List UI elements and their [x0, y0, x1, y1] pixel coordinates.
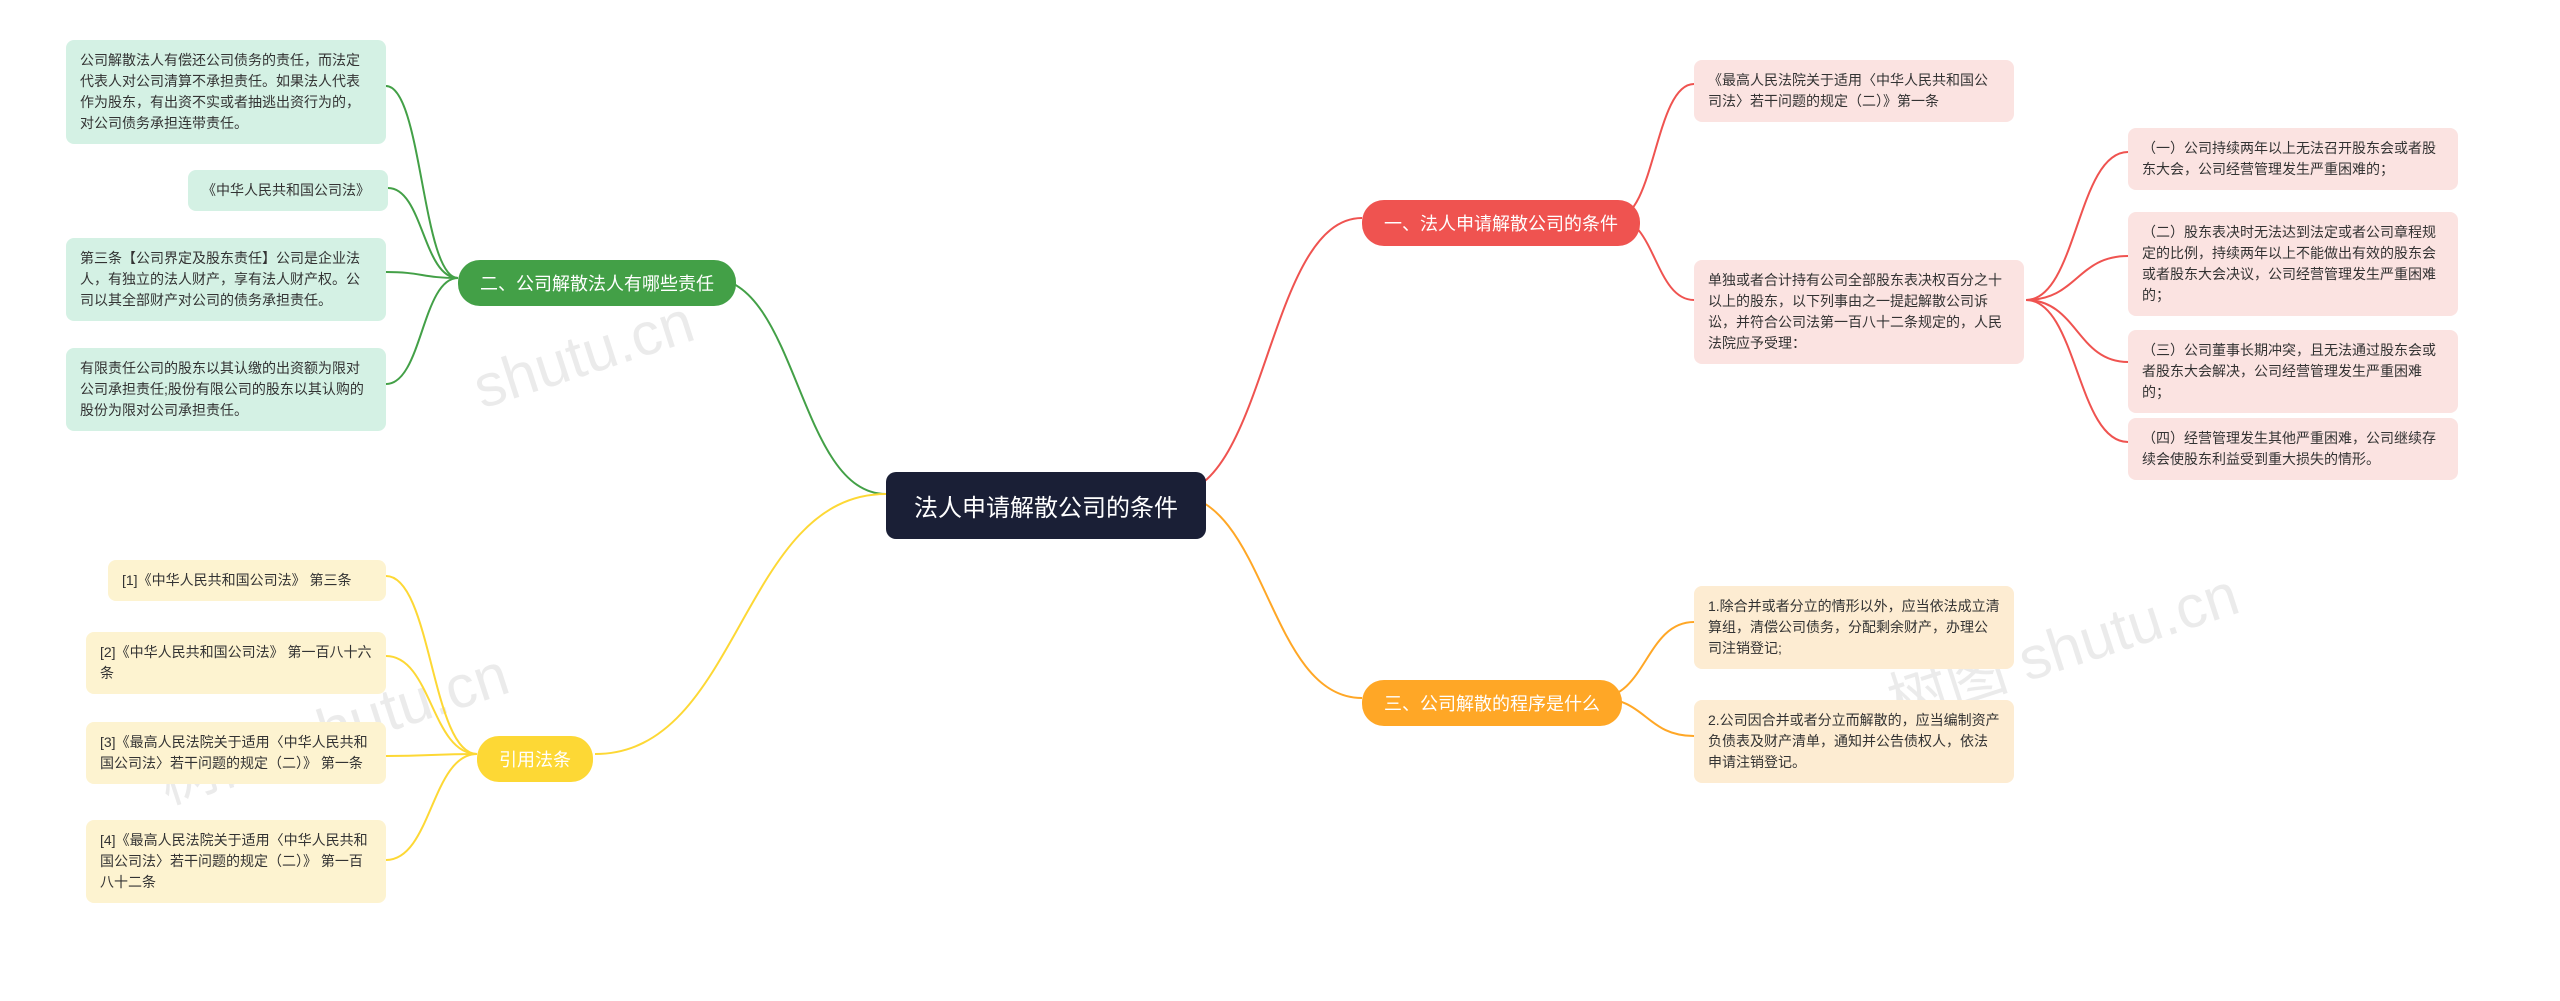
- leaf-node[interactable]: （一）公司持续两年以上无法召开股东会或者股东大会，公司经营管理发生严重困难的；: [2128, 128, 2458, 190]
- leaf-node[interactable]: 《中华人民共和国公司法》: [188, 170, 388, 211]
- leaf-node[interactable]: 《最高人民法院关于适用〈中华人民共和国公司法〉若干问题的规定（二）》第一条: [1694, 60, 2014, 122]
- leaf-node[interactable]: 公司解散法人有偿还公司债务的责任，而法定代表人对公司清算不承担责任。如果法人代表…: [66, 40, 386, 144]
- leaf-node[interactable]: 第三条【公司界定及股东责任】公司是企业法人，有独立的法人财产，享有法人财产权。公…: [66, 238, 386, 321]
- leaf-node[interactable]: [3]《最高人民法院关于适用〈中华人民共和国公司法〉若干问题的规定（二）》 第一…: [86, 722, 386, 784]
- branch-conditions[interactable]: 一、法人申请解散公司的条件: [1362, 200, 1640, 246]
- branch-citations[interactable]: 引用法条: [477, 736, 593, 782]
- leaf-node[interactable]: 2.公司因合并或者分立而解散的，应当编制资产负债表及财产清单，通知并公告债权人，…: [1694, 700, 2014, 783]
- leaf-node[interactable]: [2]《中华人民共和国公司法》 第一百八十六条: [86, 632, 386, 694]
- leaf-node[interactable]: （三）公司董事长期冲突，且无法通过股东会或者股东大会解决，公司经营管理发生严重困…: [2128, 330, 2458, 413]
- leaf-node[interactable]: 1.除合并或者分立的情形以外，应当依法成立清算组，清偿公司债务，分配剩余财产，办…: [1694, 586, 2014, 669]
- leaf-node[interactable]: （二）股东表决时无法达到法定或者公司章程规定的比例，持续两年以上不能做出有效的股…: [2128, 212, 2458, 316]
- root-node[interactable]: 法人申请解散公司的条件: [886, 472, 1206, 539]
- leaf-node[interactable]: [4]《最高人民法院关于适用〈中华人民共和国公司法〉若干问题的规定（二）》 第一…: [86, 820, 386, 903]
- leaf-node[interactable]: [1]《中华人民共和国公司法》 第三条: [108, 560, 386, 601]
- branch-responsibilities[interactable]: 二、公司解散法人有哪些责任: [458, 260, 736, 306]
- leaf-node[interactable]: 单独或者合计持有公司全部股东表决权百分之十以上的股东，以下列事由之一提起解散公司…: [1694, 260, 2024, 364]
- leaf-node[interactable]: 有限责任公司的股东以其认缴的出资额为限对公司承担责任;股份有限公司的股东以其认购…: [66, 348, 386, 431]
- watermark: shutu.cn: [465, 287, 702, 423]
- leaf-node[interactable]: （四）经营管理发生其他严重困难，公司继续存续会使股东利益受到重大损失的情形。: [2128, 418, 2458, 480]
- branch-procedure[interactable]: 三、公司解散的程序是什么: [1362, 680, 1622, 726]
